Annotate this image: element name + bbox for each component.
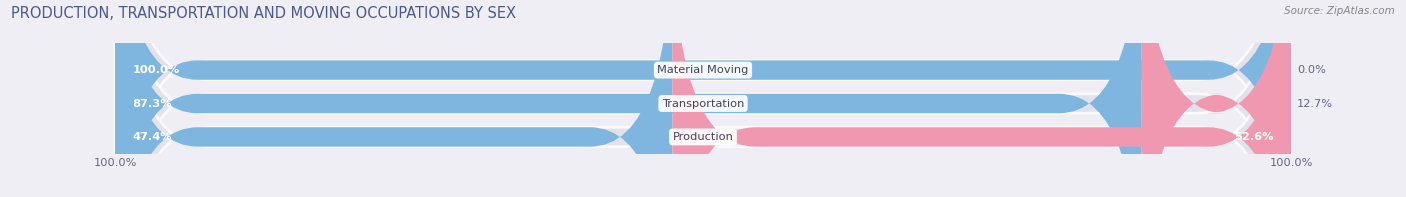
FancyBboxPatch shape xyxy=(672,0,1291,197)
Text: Source: ZipAtlas.com: Source: ZipAtlas.com xyxy=(1284,6,1395,16)
Text: Transportation: Transportation xyxy=(662,98,744,109)
FancyBboxPatch shape xyxy=(115,0,1291,197)
Text: PRODUCTION, TRANSPORTATION AND MOVING OCCUPATIONS BY SEX: PRODUCTION, TRANSPORTATION AND MOVING OC… xyxy=(11,6,516,21)
Text: 12.7%: 12.7% xyxy=(1296,98,1333,109)
FancyBboxPatch shape xyxy=(115,0,672,197)
Text: 47.4%: 47.4% xyxy=(132,132,173,142)
Text: Production: Production xyxy=(672,132,734,142)
Text: 100.0%: 100.0% xyxy=(132,65,180,75)
Text: Material Moving: Material Moving xyxy=(658,65,748,75)
FancyBboxPatch shape xyxy=(115,0,1291,197)
FancyBboxPatch shape xyxy=(1142,0,1291,197)
FancyBboxPatch shape xyxy=(115,0,1142,197)
FancyBboxPatch shape xyxy=(115,0,1291,197)
Text: 0.0%: 0.0% xyxy=(1296,65,1326,75)
FancyBboxPatch shape xyxy=(115,0,1291,197)
Text: 52.6%: 52.6% xyxy=(1234,132,1274,142)
Text: 87.3%: 87.3% xyxy=(132,98,173,109)
